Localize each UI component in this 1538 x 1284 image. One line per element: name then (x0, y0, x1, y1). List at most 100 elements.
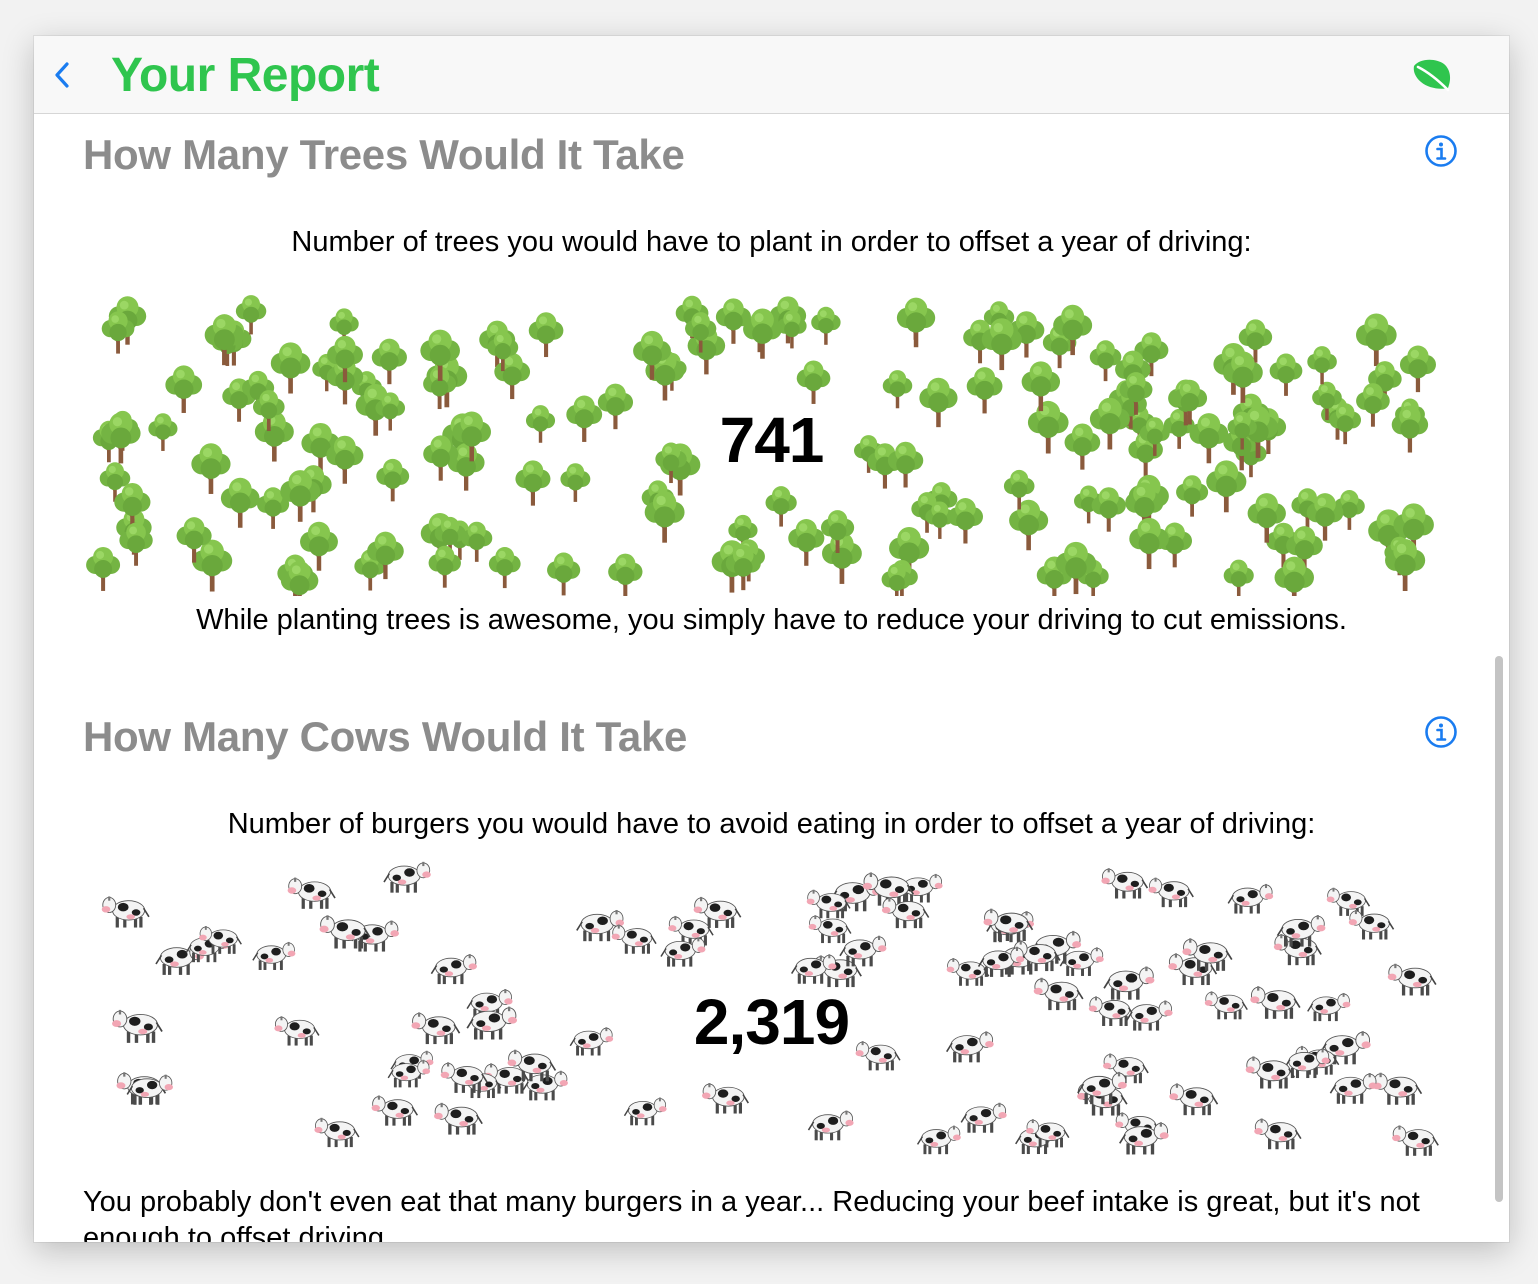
tree-icon (423, 435, 459, 481)
tree-icon (192, 539, 233, 592)
tree-icon (257, 487, 290, 529)
cow-icon (383, 861, 431, 893)
cow-icon (466, 1006, 518, 1040)
page-title: Your Report (111, 49, 380, 102)
cow-icon (1103, 966, 1155, 1000)
cow-icon (1329, 1073, 1378, 1104)
tree-icon (252, 390, 285, 432)
cow-icon (1182, 938, 1233, 971)
cow-icon (946, 1031, 994, 1063)
cow-icon (434, 1102, 483, 1135)
tree-icon (114, 482, 151, 530)
cow-icon (611, 924, 657, 954)
tree-icon (1091, 487, 1126, 532)
tree-icon (1129, 517, 1169, 570)
cows-illustration: 2,319 (83, 859, 1460, 1159)
tree-icon (326, 435, 364, 484)
tree-icon (280, 470, 321, 522)
tree-icon (461, 521, 493, 562)
tree-icon (1227, 411, 1257, 450)
cow-icon (274, 1016, 320, 1046)
cow-icon (1245, 1056, 1296, 1089)
tree-icon (1312, 381, 1342, 421)
tree-icon (547, 552, 581, 596)
tree-icon (1003, 469, 1035, 510)
tree-icon (597, 383, 634, 430)
cows-info-button[interactable] (1424, 715, 1458, 749)
tree-icon (101, 412, 141, 464)
tree-icon (788, 519, 825, 566)
tree-icon (1206, 460, 1247, 513)
tree-icon (1089, 397, 1130, 450)
cow-icon (881, 897, 930, 929)
trees-section-title: How Many Trees Would It Take (83, 131, 685, 178)
cow-icon (1326, 887, 1371, 916)
tree-icon (1274, 556, 1314, 596)
tree-icon (919, 377, 958, 428)
vertical-scrollbar[interactable] (1495, 656, 1503, 1202)
cow-icon (807, 1110, 854, 1141)
tree-icon (1385, 539, 1426, 592)
tree-icon (1222, 351, 1263, 403)
cow-icon (1348, 909, 1395, 940)
tree-icon (881, 563, 912, 596)
tree-icon (560, 463, 591, 502)
cow-icon (1101, 868, 1149, 899)
tree-icon (1055, 541, 1097, 595)
cow-icon (1387, 963, 1437, 996)
tree-icon (420, 329, 460, 381)
cow-icon (319, 915, 371, 949)
tree-icon (148, 413, 178, 451)
tree-icon (452, 411, 491, 462)
cow-icon (1088, 996, 1135, 1026)
cow-icon (1077, 1071, 1127, 1105)
cow-icon (1059, 947, 1104, 976)
tree-icon (1176, 475, 1209, 517)
tree-icon (191, 443, 231, 494)
tree-icon (1139, 417, 1170, 456)
tree-icon (1391, 405, 1429, 453)
cow-icon (1025, 1119, 1070, 1148)
leaf-icon (1413, 59, 1451, 92)
leaf-button[interactable] (1410, 56, 1454, 96)
cow-icon (252, 941, 296, 970)
tree-icon (235, 295, 267, 335)
trees-info-button[interactable] (1424, 134, 1458, 168)
back-button[interactable] (48, 58, 78, 92)
tree-icon (376, 458, 410, 502)
app-window: Your Report How Many Trees Would It Take… (34, 36, 1509, 1242)
cow-icon (790, 954, 837, 984)
cow-icon (112, 1009, 163, 1043)
cow-icon (387, 1059, 431, 1088)
trees-subtitle: Number of trees you would have to plant … (291, 226, 1252, 258)
cow-icon (1284, 1048, 1330, 1079)
tree-icon (165, 365, 203, 413)
cow-icon (1148, 877, 1194, 908)
tree-icon (1134, 332, 1169, 377)
cow-icon (660, 937, 706, 967)
cow-icon (983, 908, 1034, 941)
tree-icon (528, 312, 564, 358)
tree-icon (280, 560, 319, 596)
tree-icon (887, 441, 924, 488)
cow-icon (1204, 991, 1248, 1020)
tree-icon (1356, 313, 1397, 367)
tree-icon (1306, 493, 1344, 541)
tree-icon (882, 370, 913, 409)
tree-icon (327, 335, 363, 383)
tree-icon (487, 331, 519, 372)
cow-icon (440, 1062, 488, 1093)
tree-icon (715, 298, 751, 344)
tree-icon (765, 486, 797, 527)
cows-scatter (101, 861, 1439, 1156)
tree-icon (99, 462, 131, 502)
tree-icon (796, 360, 831, 404)
tree-icon (1009, 499, 1049, 551)
cow-icon (808, 915, 852, 944)
tree-icon (1286, 526, 1323, 574)
tree-icon (777, 310, 807, 349)
tree-icon (685, 312, 717, 353)
tree-icon (1125, 482, 1164, 532)
cow-icon (411, 1012, 461, 1045)
cows-note: You probably don't even eat that many bu… (83, 1186, 1420, 1242)
